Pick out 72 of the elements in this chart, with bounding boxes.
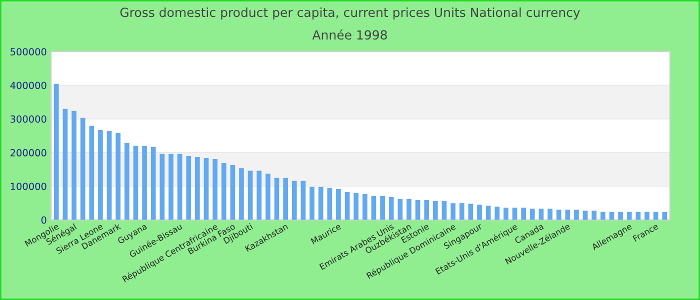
bar [168,154,174,220]
bar [344,192,350,220]
bar [636,212,641,220]
bar [388,197,394,220]
bar [150,146,156,220]
bar [459,203,464,220]
bar [186,156,192,220]
bar [468,204,474,220]
bar [433,201,438,220]
bar [380,196,385,220]
bar [72,110,76,220]
bar [310,186,314,220]
chart-subtitle: Année 1998 [312,29,387,40]
bar [494,206,500,220]
y-tick-label: 500000 [10,48,46,56]
bar [62,108,68,220]
y-tick-label: 200000 [10,149,46,156]
y-tick-label: 0 [41,216,46,224]
bar [239,168,244,220]
bar [221,163,226,220]
bar [626,212,632,220]
bar [327,188,332,220]
bar [274,178,280,220]
bar [662,212,668,220]
bar [177,154,182,220]
bar [371,196,376,220]
bar [116,133,121,220]
bar [644,212,650,220]
bar [204,158,209,220]
y-tick-label: 400000 [10,82,46,90]
bar [442,201,447,220]
bar [212,158,218,220]
bar [592,210,597,220]
bar [318,186,324,220]
bar [248,170,253,220]
bar [106,131,112,220]
y-tick-label: 100000 [10,182,46,190]
bar [292,180,297,220]
bar [565,210,570,220]
bar [477,204,482,220]
bar [266,174,270,220]
bar [600,212,606,220]
bar [618,212,623,220]
bar [160,154,165,220]
bar [450,203,456,220]
chart-title: Gross domestic product per capita, current prices Units National currency [120,7,580,20]
bar [521,208,526,220]
bar [80,118,86,220]
bar [354,192,359,220]
bar [89,126,94,220]
bar [530,208,535,220]
bar [336,188,341,220]
bar [54,84,59,220]
bar [98,130,103,220]
bar [124,142,130,220]
bar [195,156,200,220]
bar [556,210,562,220]
bar [574,210,579,220]
bar [415,200,420,220]
bar [424,200,430,220]
bar [548,208,552,220]
bar [230,165,236,220]
bar [398,199,403,220]
bar [133,146,138,220]
y-tick-label: 300000 [10,115,46,123]
bar [256,170,262,220]
bar [362,194,368,220]
bar [142,146,147,220]
bar [406,199,412,220]
bar [504,208,508,220]
bar [283,178,288,220]
bar [300,180,306,220]
